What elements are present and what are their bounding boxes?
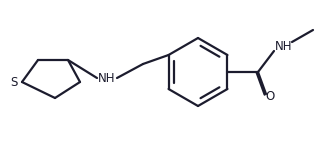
Text: NH: NH — [275, 39, 293, 52]
Text: NH: NH — [98, 72, 116, 85]
Text: O: O — [265, 91, 274, 104]
Text: S: S — [10, 76, 18, 89]
